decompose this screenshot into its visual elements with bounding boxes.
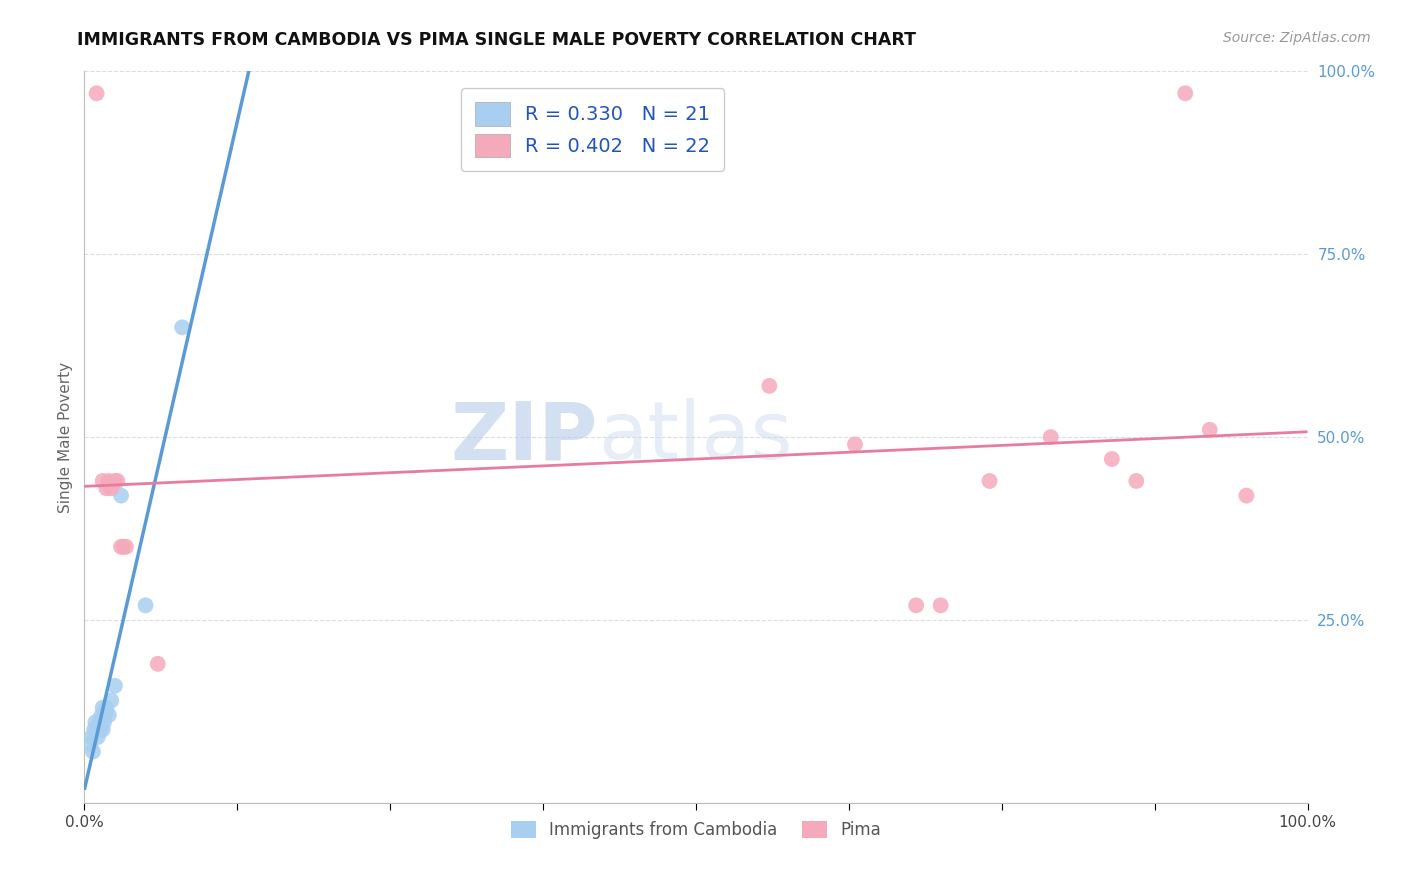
Point <box>135 599 157 613</box>
Point <box>90 708 112 723</box>
Point <box>104 474 127 488</box>
Point <box>758 379 780 393</box>
Point <box>1174 87 1197 101</box>
Point <box>97 708 120 723</box>
Point <box>110 540 132 554</box>
Point <box>97 474 120 488</box>
Point <box>84 715 107 730</box>
Point <box>105 474 128 488</box>
Point <box>91 723 114 737</box>
Point <box>905 599 928 613</box>
Point <box>89 723 111 737</box>
Point <box>115 540 138 554</box>
Point <box>1101 452 1123 467</box>
Point <box>1039 430 1062 444</box>
Point <box>79 737 101 751</box>
Point <box>100 481 122 495</box>
Point <box>110 489 132 503</box>
Text: atlas: atlas <box>598 398 793 476</box>
Text: ZIP: ZIP <box>451 398 598 476</box>
Point <box>979 474 1001 488</box>
Point <box>172 320 194 334</box>
Point <box>87 730 110 744</box>
Point <box>86 87 108 101</box>
Point <box>1236 489 1258 503</box>
Point <box>104 679 127 693</box>
Point <box>86 723 108 737</box>
Point <box>929 599 952 613</box>
Point <box>96 700 118 714</box>
Point <box>91 474 114 488</box>
Text: IMMIGRANTS FROM CAMBODIA VS PIMA SINGLE MALE POVERTY CORRELATION CHART: IMMIGRANTS FROM CAMBODIA VS PIMA SINGLE … <box>77 31 917 49</box>
Point <box>93 715 115 730</box>
Text: Source: ZipAtlas.com: Source: ZipAtlas.com <box>1223 31 1371 45</box>
Point <box>80 730 103 744</box>
Point <box>146 657 169 671</box>
Point <box>100 693 122 707</box>
Point <box>82 745 104 759</box>
Point <box>1125 474 1147 488</box>
Point <box>87 715 110 730</box>
Point <box>96 481 118 495</box>
Point <box>844 437 866 451</box>
Point <box>112 540 135 554</box>
Point <box>83 723 105 737</box>
Legend: Immigrants from Cambodia, Pima: Immigrants from Cambodia, Pima <box>503 814 889 846</box>
Point <box>94 708 117 723</box>
Point <box>1198 423 1220 437</box>
Point <box>91 700 114 714</box>
Y-axis label: Single Male Poverty: Single Male Poverty <box>58 361 73 513</box>
